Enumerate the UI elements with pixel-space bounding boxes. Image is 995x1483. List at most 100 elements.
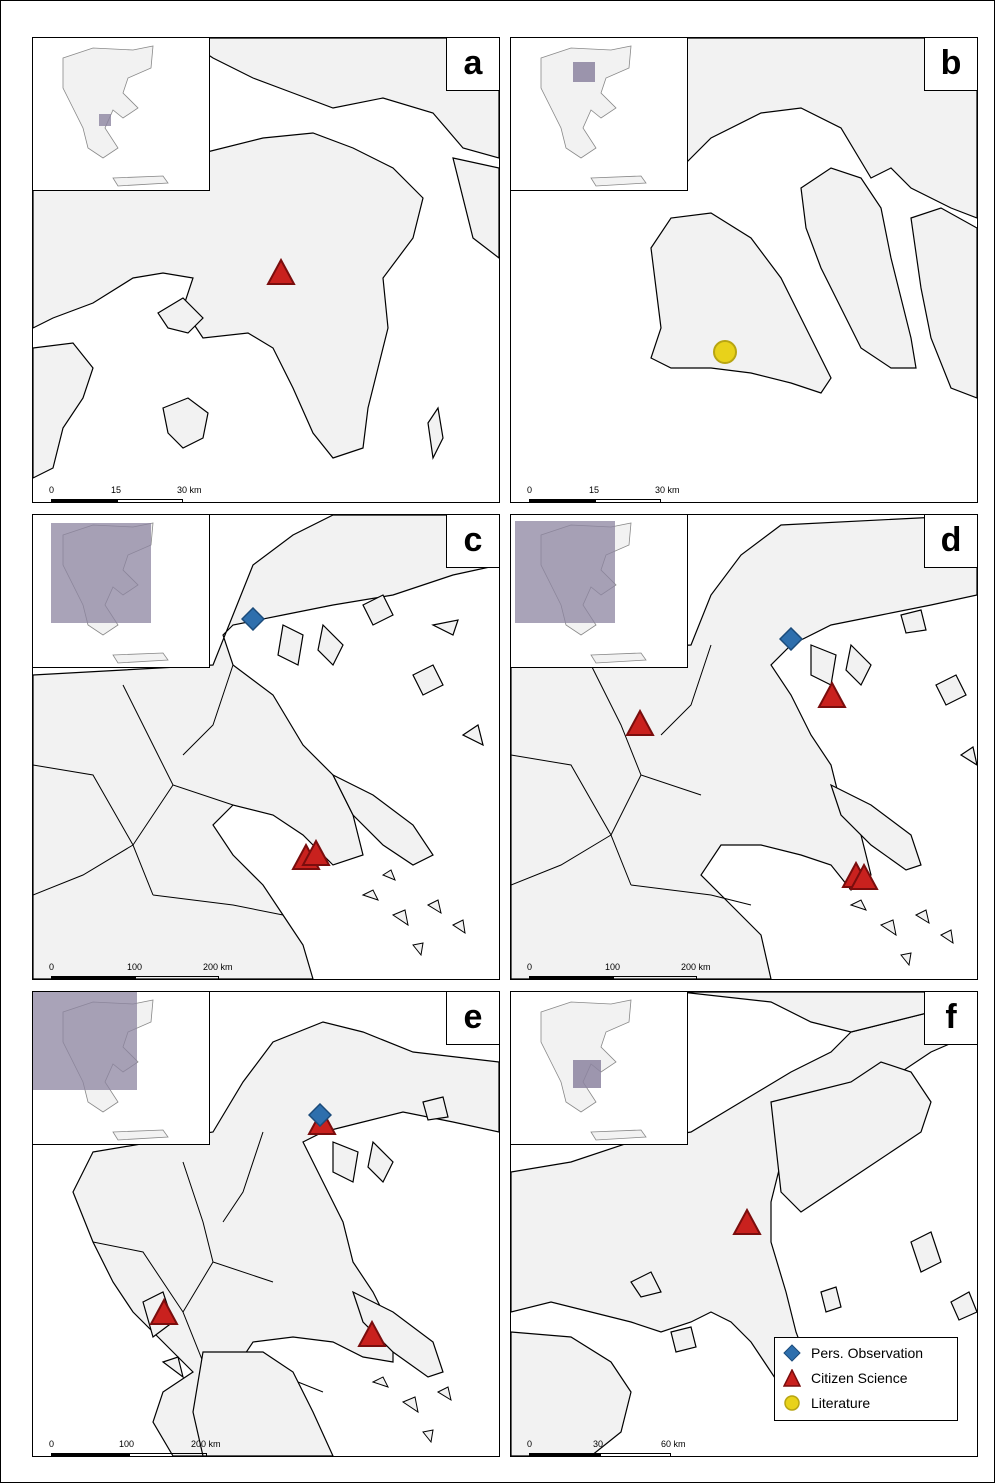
legend-item-pers-observation: Pers. Observation — [783, 1342, 923, 1364]
island-lesvos-c — [412, 664, 444, 696]
land-mainland-c — [33, 515, 499, 979]
panel-letter-f: f — [924, 992, 977, 1045]
legend-label: Citizen Science — [811, 1370, 908, 1386]
panel-letter-c: c — [446, 515, 499, 568]
scale-label-end: 200 km — [191, 1439, 221, 1449]
scale-label-0: 0 — [527, 485, 533, 495]
island-lesvos-d — [935, 674, 967, 706]
land-peloponnese — [33, 342, 94, 479]
island-kea-f — [820, 1286, 842, 1313]
legend-label: Literature — [811, 1395, 871, 1411]
scale-label-mid: 30 — [593, 1439, 604, 1449]
record-citizen-science-e2 — [149, 1298, 179, 1325]
legend-item-citizen-science: Citizen Science — [783, 1367, 908, 1389]
record-pers-observation-e — [308, 1103, 332, 1127]
island-zakynthos-e — [161, 1356, 184, 1379]
land-evia-e — [351, 1290, 444, 1378]
inset-locator-a — [33, 38, 210, 191]
inset-locator-d — [511, 515, 688, 668]
inset-crete-c — [112, 652, 169, 664]
map-c-basemap — [33, 515, 499, 979]
inset-crete-d — [590, 652, 647, 664]
island-chalkidiki-d — [810, 643, 872, 687]
scale-label-end: 30 km — [655, 485, 680, 495]
inset-highlight-e — [33, 992, 137, 1090]
scale-label-0: 0 — [527, 962, 533, 972]
land-mainland-d — [511, 515, 977, 979]
panel-letter-b: b — [924, 38, 977, 91]
scale-label-mid: 15 — [589, 485, 600, 495]
inset-crete-f — [590, 1129, 647, 1141]
inset-locator-f — [511, 992, 688, 1145]
island-thassos-d — [900, 609, 927, 634]
land-kassandra — [650, 212, 832, 394]
legend-item-literature: Literature — [783, 1392, 870, 1414]
panel-letter-a: a — [446, 38, 499, 91]
island-andros-f — [910, 1231, 942, 1273]
map-panel-b: 0 15 30 km b — [510, 37, 978, 503]
map-panel-d: 0 100 200 km d — [510, 514, 978, 980]
border-regions-d2 — [511, 754, 752, 906]
map-a-basemap — [33, 38, 499, 479]
island-aegina-f — [670, 1326, 697, 1353]
islands-cyclades-d — [849, 899, 954, 967]
land-evia-f — [770, 1061, 932, 1213]
inset-highlight-c — [51, 523, 151, 623]
land-sithonia — [800, 167, 917, 369]
inset-greece-a — [62, 45, 154, 159]
record-citizen-science-d2 — [625, 709, 655, 736]
circle-icon — [784, 1395, 800, 1411]
panel-letter-e: e — [446, 992, 499, 1045]
record-citizen-science-e3 — [357, 1320, 387, 1347]
scale-label-end: 30 km — [177, 485, 202, 495]
scale-label-0: 0 — [49, 485, 55, 495]
island-thassos-c — [362, 594, 394, 626]
islands-cyclades-c — [361, 869, 466, 957]
scale-label-end: 200 km — [203, 962, 233, 972]
island-salamina-f — [630, 1271, 662, 1298]
legend: Pers. Observation Citizen Science Litera… — [774, 1337, 958, 1421]
island-salamina — [157, 297, 204, 334]
scale-label-end: 60 km — [661, 1439, 686, 1449]
island-chalkidiki-e — [332, 1140, 394, 1184]
record-literature-b — [713, 340, 737, 364]
land-attica — [33, 132, 424, 459]
map-panel-c: 0 100 200 km c — [32, 514, 500, 980]
scale-label-end: 200 km — [681, 962, 711, 972]
island-north-c — [431, 619, 459, 636]
record-pers-observation-c — [241, 607, 265, 631]
land-evia-d — [829, 783, 922, 871]
inset-locator-e — [33, 992, 210, 1145]
land-peloponnese-f — [511, 1331, 632, 1456]
inset-crete-b — [590, 175, 647, 187]
inset-highlight-a — [99, 114, 111, 126]
land-north-f — [680, 992, 977, 1033]
map-panel-e: 0 100 200 km e — [32, 991, 500, 1457]
inset-highlight-f — [573, 1060, 601, 1088]
islands-cyclades-e — [371, 1376, 452, 1444]
inset-locator-b — [511, 38, 688, 191]
map-panel-a: 0 15 30 km a — [32, 37, 500, 503]
legend-label: Pers. Observation — [811, 1345, 924, 1361]
inset-crete-e — [112, 1129, 169, 1141]
record-citizen-science-f — [732, 1208, 762, 1235]
inset-greece-b — [540, 45, 632, 159]
map-f-basemap — [511, 992, 977, 1456]
scale-label-0: 0 — [49, 1439, 55, 1449]
scale-label-mid: 100 — [605, 962, 621, 972]
land-athos — [910, 207, 977, 399]
record-citizen-science-c2 — [301, 839, 331, 866]
inset-locator-c — [33, 515, 210, 668]
inset-highlight-d — [515, 521, 615, 623]
scale-label-0: 0 — [49, 962, 55, 972]
inset-crete-a — [112, 175, 169, 187]
triangle-icon — [783, 1369, 801, 1387]
island-chalkidiki-c — [277, 623, 344, 667]
scale-label-mid: 15 — [111, 485, 122, 495]
land-evia-c — [331, 773, 434, 866]
island-thassos-e — [422, 1096, 449, 1121]
scale-label-mid: 100 — [127, 962, 143, 972]
island-tinos-f — [950, 1291, 977, 1321]
border-regions-c2 — [33, 764, 284, 916]
record-citizen-science-d4 — [849, 863, 879, 890]
